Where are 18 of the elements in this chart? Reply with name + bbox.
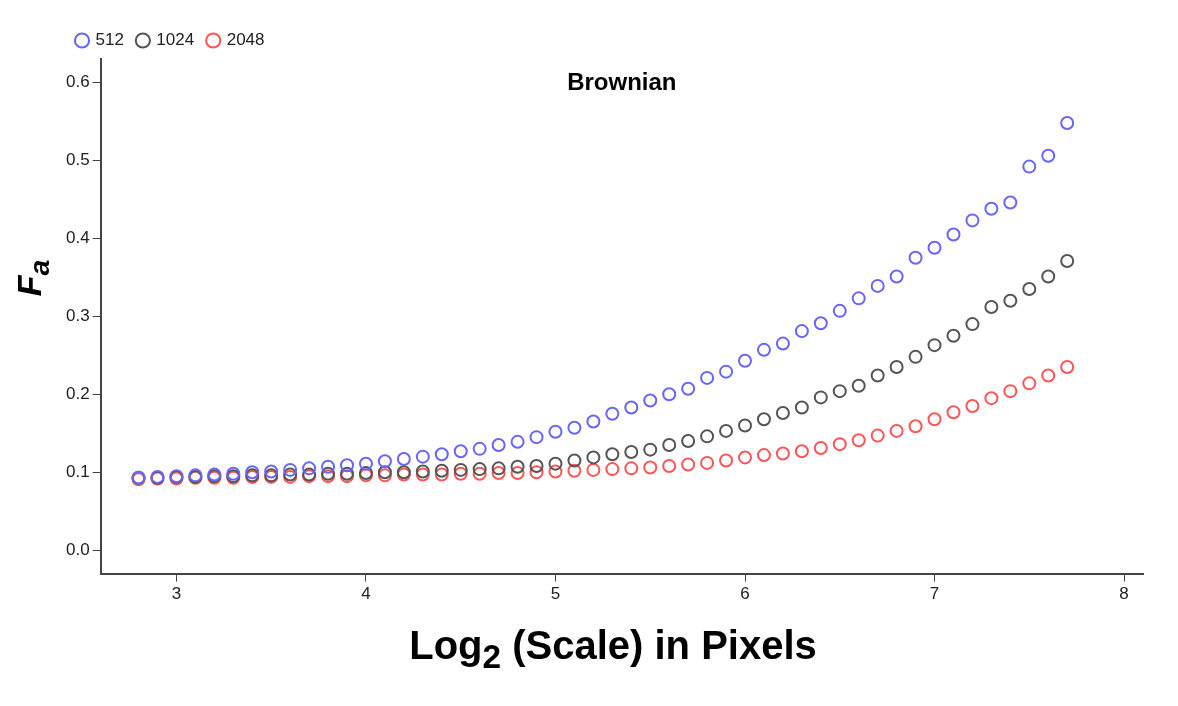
x-axis-title: Log$_{2}$ (Scale) in Pixels [408, 623, 818, 676]
chart-title: Brownian [567, 67, 677, 95]
y-tick-label: 0.0 [65, 539, 90, 559]
x-tick-label: 5 [550, 584, 561, 604]
legend-label: 2048 [226, 30, 265, 50]
x-tick-label: 7 [929, 584, 940, 604]
y-tick-label: 0.3 [65, 305, 90, 325]
x-tick-label: 6 [740, 584, 750, 604]
y-tick-label: 0.4 [65, 228, 90, 248]
y-tick-label: 0.1 [65, 461, 90, 481]
y-tick-label: 0.5 [65, 150, 90, 170]
x-tick-label: 8 [1119, 584, 1129, 604]
x-tick-label: 4 [361, 584, 371, 604]
legend-label: 1024 [156, 30, 195, 50]
y-tick-label: 0.6 [65, 72, 90, 92]
legend-label: 512 [95, 30, 124, 50]
x-tick-label: 3 [171, 584, 182, 604]
y-tick-label: 0.2 [65, 383, 90, 403]
